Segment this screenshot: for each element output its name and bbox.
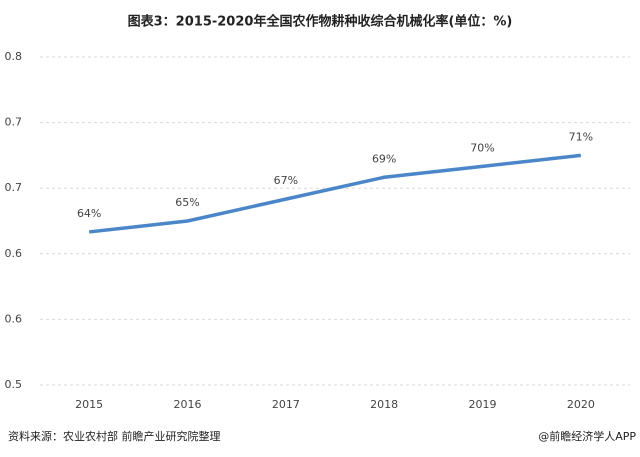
y-tick-label: 0.6 [5, 312, 23, 325]
y-tick-label: 0.7 [5, 181, 23, 194]
y-tick-label: 0.8 [5, 50, 23, 63]
x-tick-label: 2020 [567, 398, 595, 411]
x-tick-label: 2015 [75, 398, 103, 411]
x-tick-label: 2018 [370, 398, 398, 411]
y-tick-label: 0.5 [5, 378, 23, 391]
x-tick-label: 2016 [174, 398, 202, 411]
chart-title: 图表3：2015-2020年全国农作物耕种收综合机械化率(单位：%) [128, 14, 513, 30]
y-tick-label: 0.7 [5, 116, 23, 129]
data-label: 67% [274, 174, 298, 187]
data-label: 71% [569, 130, 593, 143]
data-label: 70% [470, 141, 494, 154]
data-line [88, 153, 582, 234]
data-label: 69% [372, 152, 396, 165]
x-tick-label: 2019 [469, 398, 497, 411]
data-label: 64% [77, 207, 101, 220]
credit: @前瞻经济学人APP [538, 429, 636, 443]
y-tick-label: 0.6 [5, 247, 23, 260]
data-label: 65% [175, 196, 199, 209]
source-note: 资料来源：农业农村部 前瞻产业研究院整理 [8, 429, 221, 443]
x-tick-label: 2017 [272, 398, 300, 411]
